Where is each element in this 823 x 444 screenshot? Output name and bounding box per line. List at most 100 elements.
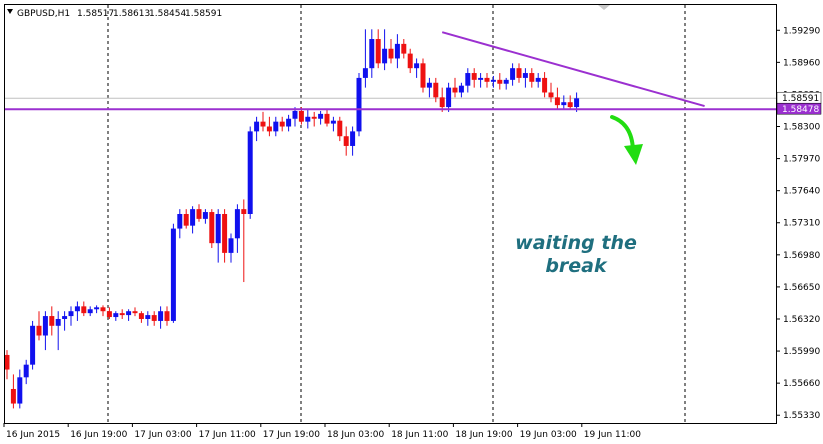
candle-body — [247, 131, 253, 214]
candle — [318, 110, 324, 125]
candle — [247, 126, 253, 219]
candle-body — [548, 92, 554, 98]
candle — [74, 301, 80, 321]
candle — [49, 306, 55, 336]
candle-body — [100, 307, 106, 312]
candle-body — [535, 77, 541, 82]
candle — [279, 116, 285, 132]
candle — [36, 311, 42, 341]
candle-body — [42, 316, 48, 336]
candle-body — [356, 77, 362, 132]
candle-body — [369, 39, 375, 69]
candle — [119, 309, 125, 319]
candle-body — [279, 121, 285, 127]
y-tick-label: 1.55990 — [783, 347, 820, 357]
candle — [228, 233, 234, 263]
candle — [458, 82, 464, 98]
candle-body — [401, 43, 407, 54]
candle — [446, 82, 452, 112]
candle-body — [439, 97, 445, 108]
candle — [87, 306, 93, 317]
symbol-label: GBPUSD,H1 — [17, 9, 70, 19]
candle-body — [574, 98, 580, 108]
candle — [420, 58, 426, 93]
candle — [234, 204, 240, 253]
candle-body — [497, 79, 503, 84]
y-tick-label: 1.59290 — [783, 26, 820, 36]
candle-body — [407, 53, 413, 69]
candle-body — [170, 228, 176, 321]
candle-body — [228, 238, 234, 253]
candle-body — [330, 120, 336, 124]
candle — [522, 68, 528, 88]
candle-body — [337, 120, 343, 137]
candle — [362, 29, 368, 88]
candle — [164, 306, 170, 326]
candle — [554, 87, 560, 110]
x-axis: 16 Jun 2015 16 Jun 19:00 17 Jun 03:00 17 Ju… — [3, 423, 641, 440]
x-tick-label: 19 Jun 11:00 — [584, 430, 641, 440]
current-price-tag: 1.58591 — [776, 91, 822, 104]
y-tick-label: 1.57970 — [783, 155, 820, 165]
candle — [497, 73, 503, 90]
candle — [158, 306, 164, 329]
candle-body — [234, 209, 240, 239]
candle — [145, 311, 151, 326]
candle — [254, 116, 260, 142]
x-tick-label: 17 Jun 03:00 — [134, 430, 191, 440]
x-tick-label: 16 Jun 2015 — [6, 430, 60, 440]
candle-body — [478, 77, 484, 80]
candle — [535, 73, 541, 88]
curved-down-arrow-icon — [610, 115, 643, 165]
x-tick-label: 19 Jun 03:00 — [520, 430, 577, 440]
candle-body — [567, 102, 573, 108]
candle — [292, 107, 298, 127]
candle — [350, 126, 356, 156]
candle-body — [362, 68, 368, 78]
y-tick-label: 1.56320 — [783, 315, 820, 325]
triangle-down-icon[interactable] — [7, 9, 13, 14]
trendline — [441, 31, 705, 108]
candle-body — [260, 121, 266, 127]
candle — [10, 374, 16, 409]
candle-body — [209, 212, 215, 244]
candle — [266, 116, 272, 137]
open-value: 1.58517 — [77, 9, 114, 19]
y-tick-label: 1.55660 — [783, 379, 820, 389]
candle — [4, 350, 10, 380]
candle — [209, 209, 215, 249]
low-value: 1.58454 — [149, 9, 186, 19]
candle-body — [55, 318, 61, 326]
candle — [17, 369, 23, 409]
y-tick-label: 1.55330 — [783, 411, 820, 421]
candle — [503, 77, 509, 90]
candle-body — [113, 313, 119, 318]
y-tick-label: 1.58300 — [783, 123, 820, 133]
y-tick-label: 1.58960 — [783, 58, 820, 68]
y-tick-label: 1.57640 — [783, 187, 820, 197]
candle-body — [49, 316, 55, 326]
candle — [478, 73, 484, 88]
candle-body — [94, 307, 100, 310]
candle — [414, 58, 420, 78]
candle-body — [375, 39, 381, 64]
candle-body — [542, 77, 548, 93]
candle-body — [138, 313, 144, 319]
candle — [260, 111, 266, 132]
candle-body — [215, 214, 221, 244]
x-tick-label: 16 Jun 19:00 — [70, 430, 127, 440]
candle — [529, 68, 535, 88]
candle-body — [145, 315, 151, 319]
candle-body — [106, 311, 112, 318]
scroll-marker-icon[interactable] — [598, 5, 610, 10]
candle — [510, 63, 516, 86]
candle-body — [311, 116, 317, 119]
candle — [484, 73, 490, 88]
candle — [55, 311, 61, 351]
candle — [62, 311, 68, 331]
annotation-line1: waiting the — [515, 232, 637, 254]
support-price-tag-box — [776, 102, 822, 115]
candle — [567, 95, 573, 110]
candle-body — [503, 79, 509, 84]
